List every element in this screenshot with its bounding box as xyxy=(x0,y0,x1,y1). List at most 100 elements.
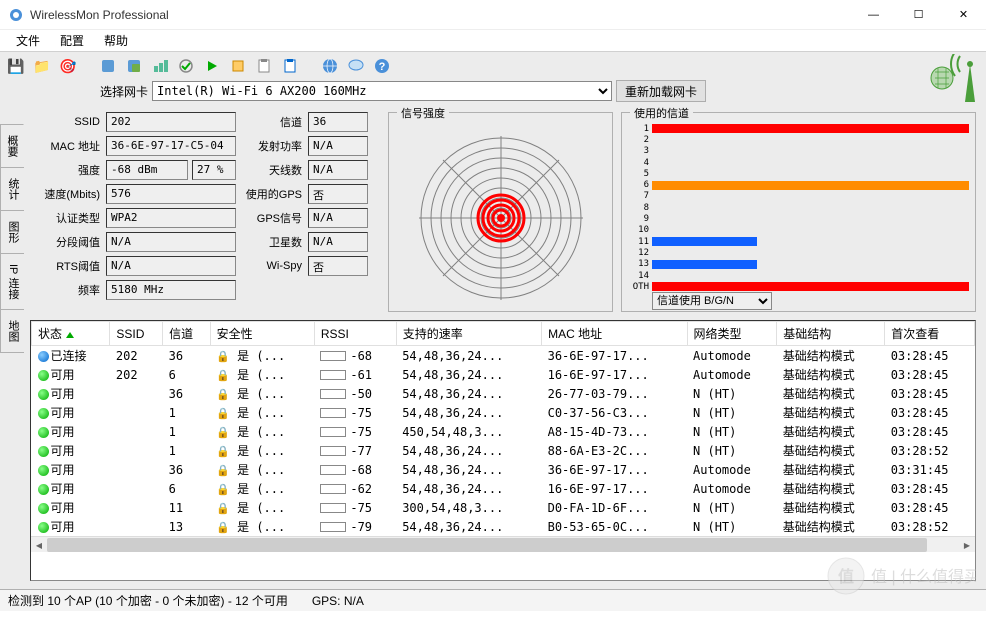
chat-icon[interactable] xyxy=(346,56,366,76)
vertical-tabs: 概要 统计 图形 IP 连接 地图 xyxy=(0,104,24,589)
channel-row: 14 xyxy=(628,270,969,281)
channel-num: OTH xyxy=(628,282,652,292)
help-icon[interactable]: ? xyxy=(372,56,392,76)
channel-title: 使用的信道 xyxy=(630,105,693,121)
lock-icon: 🔒 xyxy=(216,502,230,515)
col-security[interactable]: 安全性 xyxy=(210,322,314,346)
reload-button[interactable]: 重新加载网卡 xyxy=(616,80,706,102)
col-mac[interactable]: MAC 地址 xyxy=(542,322,687,346)
col-rssi[interactable]: RSSI xyxy=(314,322,396,346)
rssi-bar xyxy=(320,484,346,494)
table-row[interactable]: 可用 6 🔒 是 (... -62 54,48,36,24... 16-6E-9… xyxy=(32,479,975,498)
channel-bar-bg xyxy=(652,169,969,178)
rssi-bar xyxy=(320,370,346,380)
col-status[interactable]: 状态 xyxy=(32,322,110,346)
table-row[interactable]: 可用 11 🔒 是 (... -75 300,54,48,3... D0-FA-… xyxy=(32,498,975,517)
mac-value: 36-6E-97-17-C5-04 xyxy=(106,136,236,156)
tool6-icon[interactable] xyxy=(228,56,248,76)
frag-value: N/A xyxy=(106,232,236,252)
channel-bar-bg xyxy=(652,215,969,224)
channel-bar-bg xyxy=(652,237,969,246)
vtab-summary[interactable]: 概要 xyxy=(0,124,24,168)
channel-bar-bg xyxy=(652,181,969,190)
channel-bar xyxy=(652,181,969,190)
channel-num: 12 xyxy=(628,248,652,258)
antenna-icon xyxy=(930,54,978,105)
table-row[interactable]: 可用 1 🔒 是 (... -75 54,48,36,24... C0-37-5… xyxy=(32,403,975,422)
statusbar: 检测到 10 个AP (10 个加密 - 0 个未加密) - 12 个可用 GP… xyxy=(0,589,986,611)
channel-row: 12 xyxy=(628,247,969,258)
open-icon[interactable]: 📁 xyxy=(32,56,52,76)
channel-num: 2 xyxy=(628,135,652,145)
channel-bar-bg xyxy=(652,260,969,269)
channel-mode-select[interactable]: 信道使用 B/G/N xyxy=(652,292,772,310)
channel-bar-bg xyxy=(652,124,969,133)
status-dot-icon xyxy=(38,484,49,495)
lock-icon: 🔒 xyxy=(216,350,230,363)
table-row[interactable]: 可用 202 6 🔒 是 (... -61 54,48,36,24... 16-… xyxy=(32,365,975,384)
play-icon[interactable] xyxy=(202,56,222,76)
tool3-icon[interactable] xyxy=(150,56,170,76)
minimize-button[interactable]: — xyxy=(851,0,896,30)
col-channel[interactable]: 信道 xyxy=(163,322,211,346)
lock-icon: 🔒 xyxy=(216,407,230,420)
channel-bar-bg xyxy=(652,192,969,201)
vtab-ipconn[interactable]: IP 连接 xyxy=(0,253,24,310)
hscrollbar[interactable]: ◀ ▶ xyxy=(31,536,975,552)
gpssig-value: N/A xyxy=(308,208,368,228)
vtab-graph[interactable]: 图形 xyxy=(0,210,24,254)
table-row[interactable]: 可用 1 🔒 是 (... -77 54,48,36,24... 88-6A-E… xyxy=(32,441,975,460)
table-row[interactable]: 可用 13 🔒 是 (... -79 54,48,36,24... B0-53-… xyxy=(32,517,975,536)
channel-bar xyxy=(652,237,757,246)
scroll-thumb[interactable] xyxy=(47,538,927,552)
app-icon xyxy=(8,7,24,23)
close-button[interactable]: ✕ xyxy=(941,0,986,30)
table-row[interactable]: 可用 36 🔒 是 (... -50 54,48,36,24... 26-77-… xyxy=(32,384,975,403)
scroll-left-icon[interactable]: ◀ xyxy=(31,537,47,553)
titlebar: WirelessMon Professional — ☐ ✕ xyxy=(0,0,986,30)
globe-icon[interactable] xyxy=(320,56,340,76)
col-infra[interactable]: 基础结构 xyxy=(777,322,885,346)
vtab-stats[interactable]: 统计 xyxy=(0,167,24,211)
col-firstseen[interactable]: 首次查看 xyxy=(885,322,975,346)
status-dot-icon xyxy=(38,351,49,362)
clipboard-icon[interactable] xyxy=(280,56,300,76)
table-row[interactable]: 可用 36 🔒 是 (... -68 54,48,36,24... 36-6E-… xyxy=(32,460,975,479)
rssi-bar xyxy=(320,522,346,532)
lock-icon: 🔒 xyxy=(216,483,230,496)
channel-row: 10 xyxy=(628,225,969,236)
menu-file[interactable]: 文件 xyxy=(6,30,50,51)
target-icon[interactable]: 🎯 xyxy=(58,56,78,76)
channel-row: 7 xyxy=(628,191,969,202)
tool7-icon[interactable] xyxy=(254,56,274,76)
wispy-value: 否 xyxy=(308,256,368,276)
table-row[interactable]: 已连接 202 36 🔒 是 (... -68 54,48,36,24... 3… xyxy=(32,346,975,366)
nic-select[interactable]: Intel(R) Wi-Fi 6 AX200 160MHz xyxy=(152,81,612,101)
ap-list[interactable]: 状态 SSID 信道 安全性 RSSI 支持的速率 MAC 地址 网络类型 基础… xyxy=(30,320,976,581)
menu-help[interactable]: 帮助 xyxy=(94,30,138,51)
tool4-icon[interactable] xyxy=(176,56,196,76)
channel-value: 36 xyxy=(308,112,368,132)
col-rates[interactable]: 支持的速率 xyxy=(396,322,541,346)
col-nettype[interactable]: 网络类型 xyxy=(687,322,777,346)
channel-num: 14 xyxy=(628,271,652,281)
tool1-icon[interactable] xyxy=(98,56,118,76)
channel-bar xyxy=(652,260,757,269)
gpssig-label: GPS信号 xyxy=(242,210,302,226)
scroll-right-icon[interactable]: ▶ xyxy=(959,537,975,553)
strength-pct: 27 % xyxy=(192,160,236,180)
channel-num: 4 xyxy=(628,158,652,168)
maximize-button[interactable]: ☐ xyxy=(896,0,941,30)
sort-asc-icon xyxy=(66,332,74,338)
save-icon[interactable]: 💾 xyxy=(6,56,26,76)
col-ssid[interactable]: SSID xyxy=(110,322,163,346)
channel-num: 11 xyxy=(628,237,652,247)
menu-config[interactable]: 配置 xyxy=(50,30,94,51)
freq-value: 5180 MHz xyxy=(106,280,236,300)
table-row[interactable]: 可用 1 🔒 是 (... -75 450,54,48,3... A8-15-4… xyxy=(32,422,975,441)
tool2-icon[interactable] xyxy=(124,56,144,76)
channel-row: 13 xyxy=(628,259,969,270)
channel-bar-bg xyxy=(652,147,969,156)
status-dot-icon xyxy=(38,522,49,533)
vtab-map[interactable]: 地图 xyxy=(0,309,24,353)
